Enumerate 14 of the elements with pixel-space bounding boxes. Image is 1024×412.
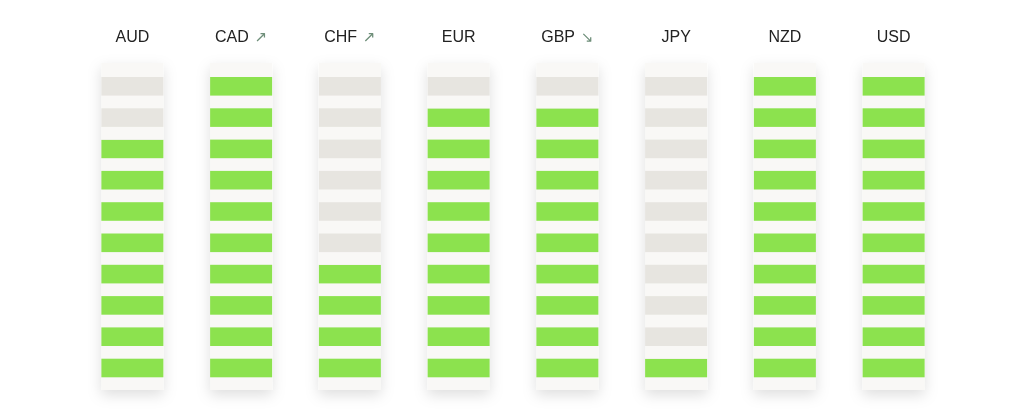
x-tick-label: CAD: [214, 28, 249, 45]
x-tick-label: CHF: [324, 28, 358, 45]
annotation: ↗: [254, 28, 268, 46]
annotation: ↘: [580, 28, 594, 46]
x-tick-label: JPY: [661, 28, 692, 45]
annotation: ↗: [363, 28, 376, 46]
x-tick-label: GBP: [541, 28, 575, 45]
x-tick-label: EUR: [441, 28, 476, 45]
bar: [101, 77, 164, 140]
x-tick-label: AUD: [115, 28, 150, 45]
x-tick-label: NZD: [768, 28, 802, 45]
x-tick-label: USD: [876, 28, 911, 45]
bar: [536, 77, 599, 109]
bar: [427, 77, 490, 109]
